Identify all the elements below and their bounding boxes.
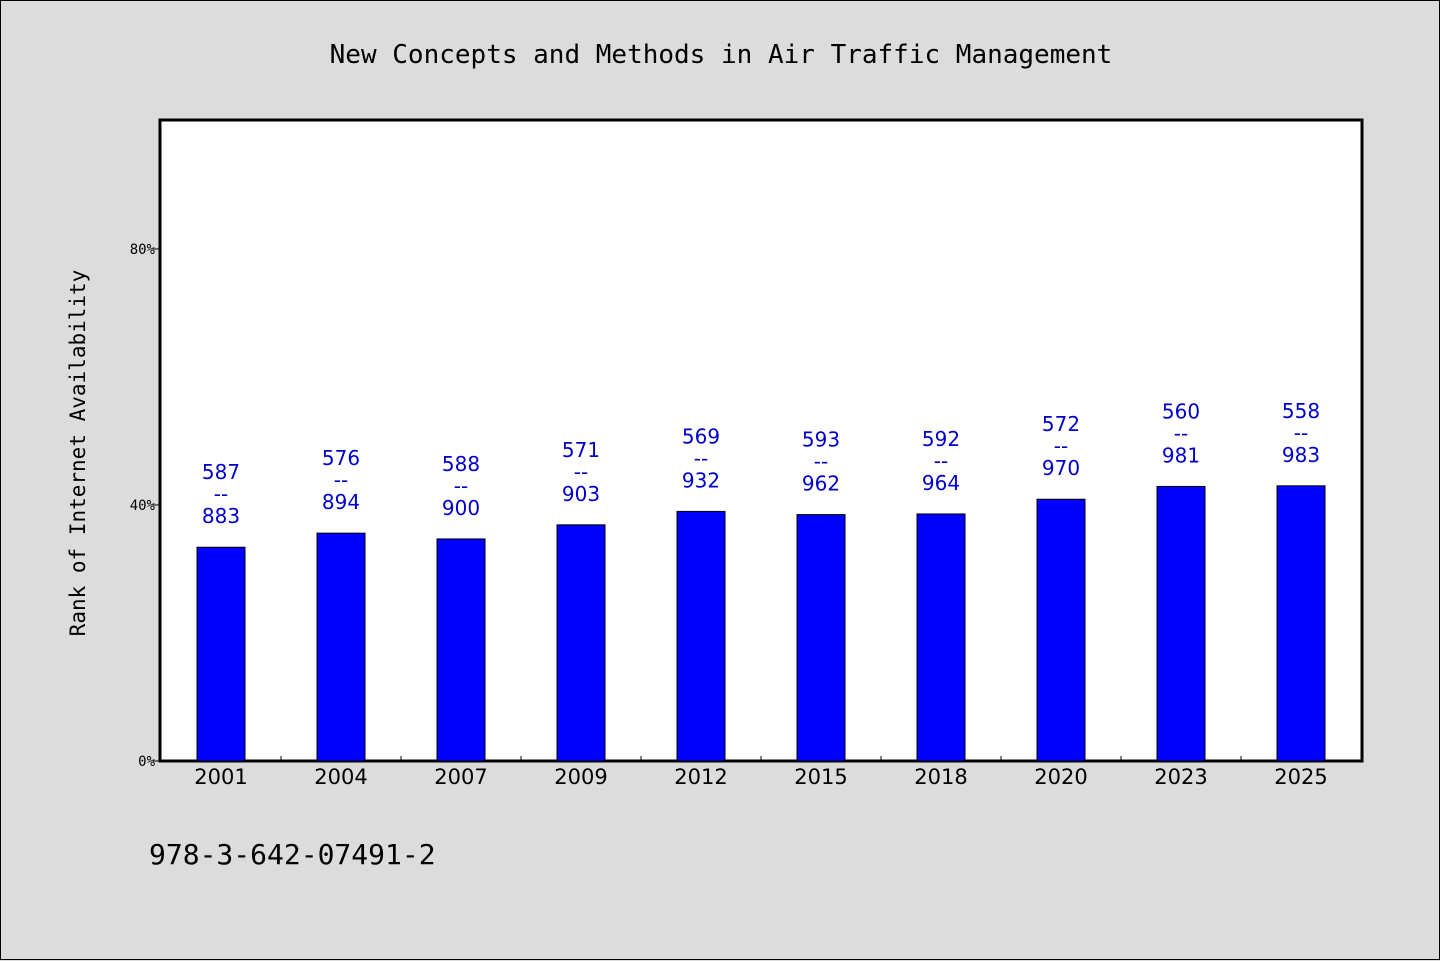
x-tick-label: 2025 (1274, 765, 1327, 789)
bar (916, 513, 966, 762)
chart-title: New Concepts and Methods in Air Traffic … (330, 40, 1113, 70)
data-label-separator: -- (454, 474, 468, 498)
data-label: 964 (922, 471, 960, 495)
data-label: 903 (562, 482, 600, 506)
data-label-separator: -- (334, 468, 348, 492)
bar (1156, 485, 1206, 762)
x-tick-label: 2007 (434, 765, 487, 789)
data-label: 983 (1282, 443, 1320, 467)
data-label-separator: -- (694, 446, 708, 470)
x-tick-label: 2012 (674, 765, 727, 789)
data-label: 587 (202, 460, 240, 484)
bar (1276, 485, 1326, 762)
isbn-text: 978-3-642-07491-2 (149, 838, 436, 871)
data-label: 588 (442, 452, 480, 476)
data-label: 592 (922, 427, 960, 451)
data-label: 560 (1162, 399, 1200, 423)
bar (316, 532, 366, 762)
y-axis-label: Rank of Internet Availability (66, 270, 90, 637)
bar (1036, 498, 1086, 762)
x-tick-label: 2020 (1034, 765, 1087, 789)
x-tick-label: 2004 (314, 765, 367, 789)
data-label: 571 (562, 438, 600, 462)
data-label: 572 (1042, 412, 1080, 436)
data-label-separator: -- (814, 450, 828, 474)
data-label: 900 (442, 496, 480, 520)
data-labels: 587--883576--894588--900571--903569--932… (202, 399, 1320, 528)
x-tick-label: 2018 (914, 765, 967, 789)
bar (436, 538, 486, 762)
data-label-separator: -- (574, 460, 588, 484)
x-axis: 2001 2004 2007 2009 2012 2015 2018 2020 2023 2025 (194, 756, 1328, 789)
data-label: 962 (802, 472, 840, 496)
data-label: 593 (802, 428, 840, 452)
y-tick-label: 0% (138, 754, 155, 770)
y-tick-label: 80% (130, 242, 156, 258)
x-tick-label: 2023 (1154, 765, 1207, 789)
y-axis: 0% 40% 80% (130, 242, 161, 770)
data-label-separator: -- (1294, 421, 1308, 445)
data-label-separator: -- (214, 482, 228, 506)
bar (796, 514, 846, 762)
x-tick-label: 2001 (194, 765, 247, 789)
data-label: 569 (682, 424, 720, 448)
data-label: 894 (322, 490, 360, 514)
data-label: 883 (202, 504, 240, 528)
x-tick-label: 2009 (554, 765, 607, 789)
data-label: 576 (322, 446, 360, 470)
y-tick-label: 40% (130, 498, 156, 514)
data-label-separator: -- (1174, 421, 1188, 445)
bar (196, 546, 246, 762)
data-label-separator: -- (1054, 434, 1068, 458)
x-tick-label: 2015 (794, 765, 847, 789)
data-label: 981 (1162, 443, 1200, 467)
data-label: 932 (682, 468, 720, 492)
data-label-separator: -- (934, 449, 948, 473)
bar-series (196, 485, 1326, 762)
bar (676, 510, 726, 762)
bar (556, 524, 606, 762)
data-label: 558 (1282, 399, 1320, 423)
data-label: 970 (1042, 456, 1080, 480)
